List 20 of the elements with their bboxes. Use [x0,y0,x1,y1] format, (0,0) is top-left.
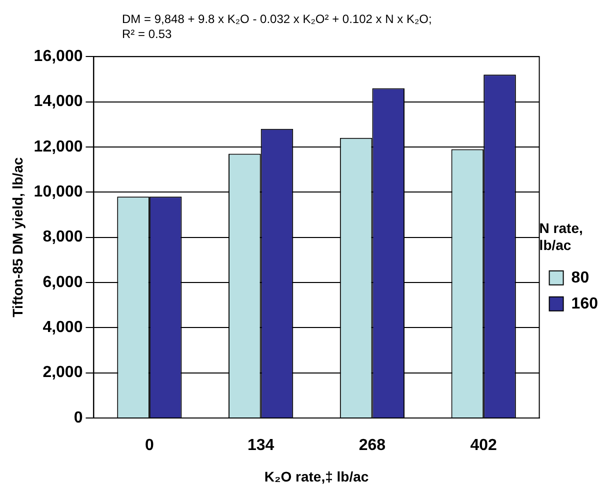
legend-title: N rate, lb/ac [539,220,583,253]
y-tick-label: 4,000 [42,319,83,336]
legend-label: 160 [571,295,598,312]
y-tick-label: 12,000 [34,138,83,156]
y-tick-label: 8,000 [42,228,83,246]
y-tick-label: 14,000 [34,93,83,110]
x-tick-label: 0 [144,437,154,454]
x-axis-title: K₂O rate,‡ lb/ac [264,468,369,484]
y-axis-title: Tifton-85 DM yield, lb/ac [9,157,26,318]
x-tick-label: 402 [470,437,498,454]
y-tick-label: 2,000 [42,364,83,382]
chart-title: DM = 9,848 + 9.8 x K₂O - 0.032 x K₂O² + 0.102 x N x K₂O; [122,12,433,27]
legend-label: 80 [571,269,590,286]
x-tick-label: 134 [247,437,274,454]
y-tick-label: 10,000 [34,184,83,201]
chart-subtitle: R² = 0.53 [122,27,173,42]
x-tick-label: 268 [358,437,386,454]
y-tick-label: 6,000 [42,274,83,291]
y-tick-label: 0 [74,409,83,426]
y-tick-label: 16,000 [34,48,83,66]
